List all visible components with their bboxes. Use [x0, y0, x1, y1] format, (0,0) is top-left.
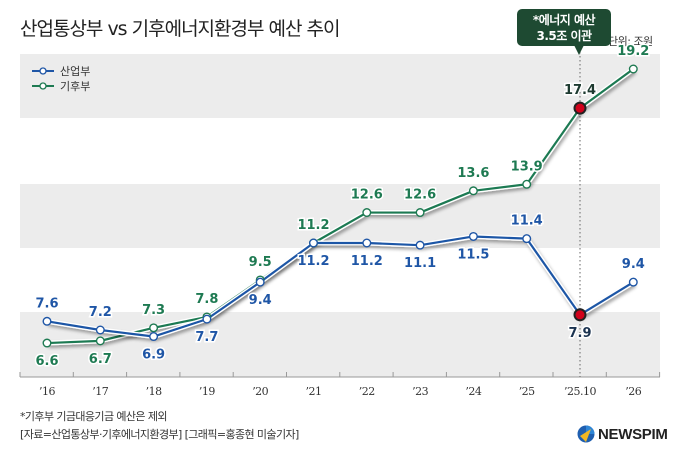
data-label: 9.5 [249, 255, 272, 270]
source-credit: [자료=산업통상부·기후에너지환경부] [그래픽=홍종현 미술기자] [20, 428, 299, 441]
data-point-highlight [573, 308, 587, 322]
series-sanup [46, 233, 635, 340]
data-point [415, 208, 425, 218]
callout-annotation: *에너지 예산 3.5조 이관 [517, 9, 611, 55]
data-label: 17.4 [564, 83, 596, 98]
data-point [95, 336, 105, 346]
data-label: 7.3 [142, 303, 165, 318]
series-gihu [46, 66, 635, 346]
callout-line-1: *에너지 예산 [532, 13, 596, 27]
data-label: 11.2 [297, 254, 329, 269]
legend-label: 기후부 [60, 79, 91, 93]
data-label: 13.9 [511, 159, 543, 174]
grid-band [20, 312, 660, 377]
data-point [42, 316, 52, 326]
x-tick-label: ’17 [92, 385, 108, 398]
series-line [46, 68, 634, 345]
data-label: 7.7 [195, 330, 218, 345]
data-label: 7.8 [195, 292, 218, 307]
data-point [415, 240, 425, 250]
x-tick-label: ’20 [252, 385, 268, 398]
grid-band [20, 54, 660, 118]
data-label: 6.6 [35, 354, 58, 369]
footnote: *기후부 기금대응기금 예산은 제외 [20, 410, 167, 423]
data-point [95, 325, 105, 335]
data-point [468, 186, 478, 196]
legend-item-sanup: 산업부 [32, 63, 90, 78]
series-line [46, 235, 634, 338]
logo-text: NEWSPIM [598, 425, 668, 443]
data-point [468, 231, 478, 241]
data-label: 7.6 [35, 296, 58, 311]
data-point [42, 338, 52, 348]
data-label: 19.2 [617, 44, 649, 59]
unit-label: 단위: 조원 [608, 35, 653, 48]
data-point [628, 277, 638, 287]
data-point [522, 179, 532, 189]
data-label: 11.4 [511, 214, 543, 229]
data-point [255, 277, 265, 287]
data-label: 11.5 [457, 247, 489, 262]
x-tick-label: ’18 [146, 385, 162, 398]
x-tick-label: ’24 [465, 385, 481, 398]
data-label: 7.2 [89, 305, 112, 320]
data-label: 11.2 [297, 218, 329, 233]
x-tick-label: ’22 [359, 385, 375, 398]
data-label: 13.6 [457, 166, 489, 181]
legend-line-marker-icon [32, 66, 54, 75]
x-tick-label: ’26 [625, 385, 641, 398]
newspim-logo: NEWSPIM [577, 425, 668, 443]
x-tick-label: ’19 [199, 385, 215, 398]
chart-title: 산업통상부 vs 기후에너지환경부 예산 추이 [20, 18, 340, 40]
legend-item-gihu: 기후부 [32, 78, 90, 93]
data-label: 9.4 [622, 257, 645, 272]
data-point [362, 208, 372, 218]
x-tick-label: ’25 [519, 385, 535, 398]
legend-line-marker-icon [32, 81, 54, 90]
data-point [309, 238, 319, 248]
data-point [522, 234, 532, 244]
data-point-highlight [573, 101, 587, 115]
data-label: 6.7 [89, 352, 112, 367]
data-label: 9.4 [249, 293, 272, 308]
newspim-logo-icon [577, 425, 595, 443]
callout-line-2: 3.5조 이관 [536, 29, 592, 43]
data-point [149, 323, 159, 333]
data-label: 7.9 [568, 326, 591, 341]
data-point [202, 314, 212, 324]
data-label: 11.1 [404, 256, 436, 271]
data-label: 6.9 [142, 348, 165, 363]
legend: 산업부 기후부 [32, 63, 90, 93]
data-label: 12.6 [404, 188, 436, 203]
data-point [362, 238, 372, 248]
x-tick-label: ’21 [306, 385, 322, 398]
x-tick-label: ’16 [39, 385, 55, 398]
data-point [628, 64, 638, 74]
legend-label: 산업부 [60, 64, 91, 78]
data-label: 12.6 [351, 188, 383, 203]
grid-band [20, 184, 660, 248]
x-tick-label: ’25.10 [564, 385, 596, 398]
data-label: 11.2 [351, 254, 383, 269]
x-tick-label: ’23 [412, 385, 428, 398]
data-point [149, 332, 159, 342]
